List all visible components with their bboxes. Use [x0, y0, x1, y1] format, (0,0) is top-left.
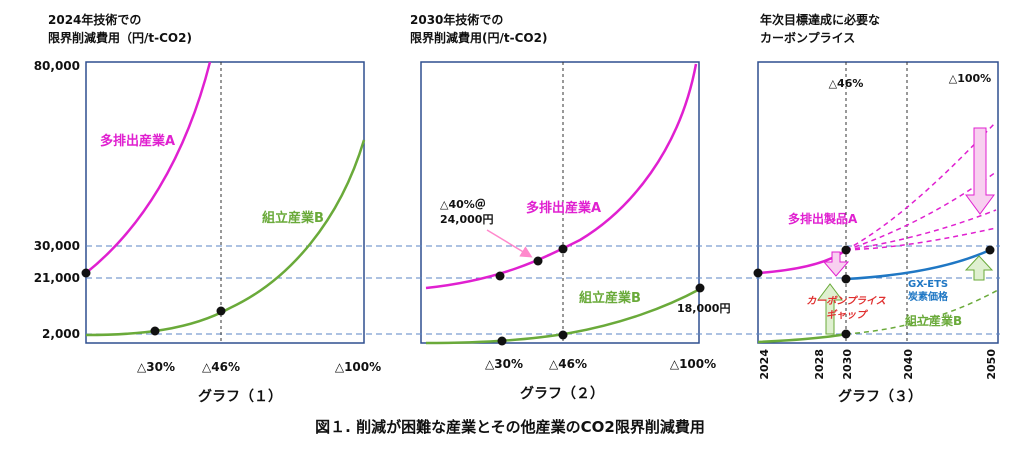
panel-1-label: グラフ（１） — [198, 388, 282, 405]
panel-3-gap-label-2: ギャップ — [826, 309, 868, 321]
y-tick-30000: 30,000 — [34, 239, 80, 253]
panel-1-x-tick-30: △30% — [137, 360, 175, 374]
panel-3-series-a-label: 多排出製品A — [788, 211, 858, 226]
panel-1-title-2: 限界削減費用（円/t-CO2) — [48, 30, 192, 45]
panel-3-up-arrow-2030 — [817, 283, 843, 335]
panel-1-x-tick-100: △100% — [335, 360, 381, 374]
panel-2-annotation-2: 24,000円 — [440, 213, 493, 226]
panel-3-gx-label-2: 炭素価格 — [908, 290, 949, 303]
panel-1-point-b46 — [216, 306, 226, 316]
panel-3-x-tick-2050: 2050 — [985, 349, 998, 380]
panel-2-x-tick-100: △100% — [670, 357, 716, 371]
panel-3-title-1: 年次目標達成に必要な — [760, 12, 880, 27]
panel-3-gx-label-1: GX-ETS — [908, 279, 948, 290]
panel-2-x-tick-46: △46% — [549, 357, 587, 371]
panel-3-x-tick-2024: 2024 — [758, 349, 771, 380]
panel-3-title-2: カーボンプライス — [760, 30, 855, 45]
panel-3-point-gx2050 — [985, 245, 995, 255]
panel-1-series-a-line — [85, 61, 212, 274]
panel-2-point-b100 — [695, 283, 705, 293]
panel-3-series-b-label: 組立産業B — [905, 313, 962, 328]
panel-3-point-2024 — [753, 268, 763, 278]
panel-3-label: グラフ（３） — [838, 388, 922, 405]
panel-3-series-a-fan-4 — [845, 227, 997, 251]
panel-1-series-a-label: 多排出産業A — [100, 133, 175, 149]
panel-2-annotation-arrow — [486, 229, 533, 258]
y-tick-21000: 21,000 — [34, 271, 80, 285]
panel-3-x-tick-2040: 2040 — [902, 349, 915, 380]
panel-1-series-b-line — [85, 139, 366, 337]
panel-2-series-a-line — [425, 63, 698, 290]
panel-2-frame — [420, 61, 700, 344]
y-tick-80000: 80,000 — [34, 59, 80, 73]
panel-3-x-tick-2028: 2028 — [813, 349, 826, 380]
panel-2-annotation-1: △40%＠ — [440, 197, 486, 211]
panel-3-series-a-fan-3 — [845, 209, 997, 251]
panel-2-point-a30 — [495, 271, 505, 281]
panel-3-series-b-line — [757, 332, 847, 344]
panel-2-title-1: 2030年技術での — [410, 12, 503, 27]
panel-2-point-b30 — [497, 336, 507, 346]
panel-1-x-tick-46: △46% — [202, 360, 240, 374]
panel-2-point-a46 — [558, 244, 568, 254]
panel-3-x-tick-2030: 2030 — [841, 349, 854, 380]
panel-3-up-arrow-2050 — [964, 255, 994, 281]
panel-3-series-a-fan-2 — [845, 171, 997, 251]
panel-2-series-a-label: 多排出産業A — [526, 200, 601, 216]
panel-1-point-b30 — [150, 326, 160, 336]
panel-3-top-46: △46% — [829, 77, 864, 90]
panel-1-title-1: 2024年技術での — [48, 12, 141, 27]
panel-1-series-b-label: 組立産業B — [262, 210, 324, 226]
panel-2-point-a40 — [533, 256, 543, 266]
panel-2-b-end-label: 18,000円 — [677, 302, 730, 315]
panel-1-frame — [85, 61, 365, 344]
panel-3-point-a2030 — [841, 245, 851, 255]
panel-3-down-arrow-2050 — [965, 127, 995, 215]
panel-3-series-a-line — [757, 248, 847, 275]
panel-3-top-100: △100% — [949, 72, 991, 85]
y-tick-2000: 2,000 — [42, 327, 80, 341]
figure-caption: 図１. 削減が困難な産業とその他産業のCO2限界削減費用 — [315, 418, 705, 436]
panel-3-frame — [757, 61, 999, 344]
panel-3-down-arrow-2030 — [822, 251, 850, 277]
panel-2-series-b-line — [425, 287, 701, 345]
panel-2-point-b46 — [558, 330, 568, 340]
panel-1-point-a — [81, 268, 91, 278]
panel-3-series-gx-line — [845, 248, 991, 281]
panel-2-x-tick-30: △30% — [485, 357, 523, 371]
panel-3-gap-label-1: カーボンプライス — [806, 295, 885, 307]
panel-3-point-gx2030 — [841, 274, 851, 284]
panel-2-series-b-label: 組立産業B — [579, 290, 641, 306]
panel-3-series-b-projection — [845, 289, 999, 335]
panel-2-label: グラフ（２） — [520, 385, 604, 402]
panel-3-point-b2030 — [841, 329, 851, 339]
panel-2-title-2: 限界削減費用(円/t-CO2) — [410, 30, 547, 45]
